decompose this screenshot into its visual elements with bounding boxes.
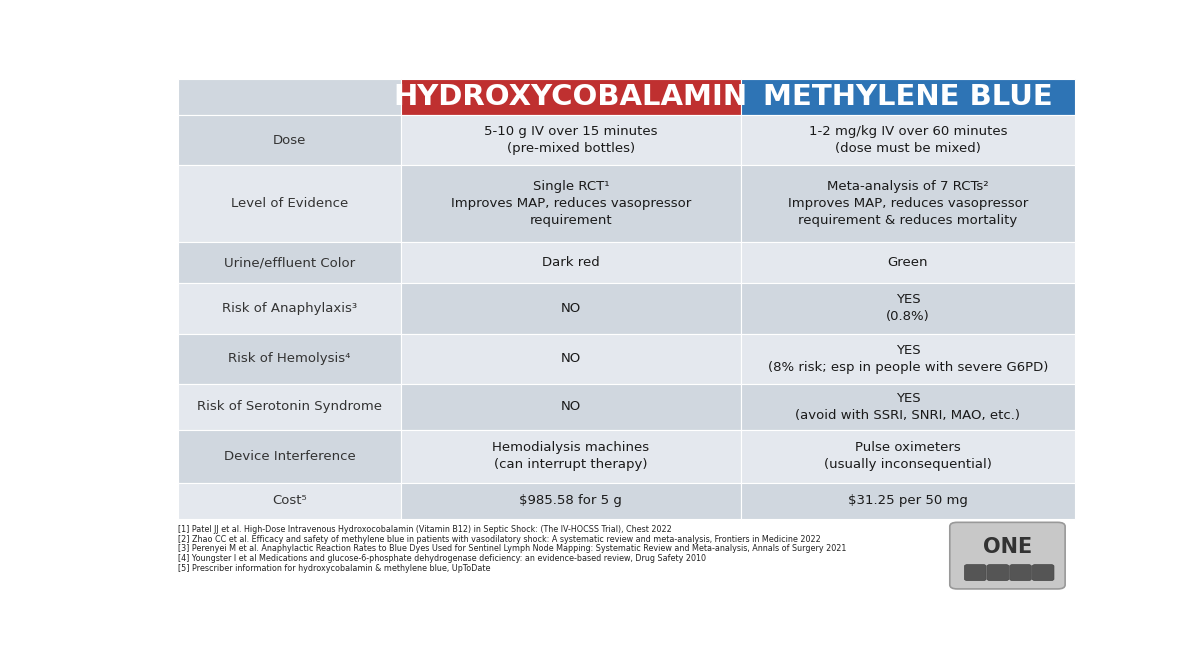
Text: 5-10 g IV over 15 minutes
(pre-mixed bottles): 5-10 g IV over 15 minutes (pre-mixed bot… [484,125,658,155]
Bar [740,430,1075,482]
Text: Urine/effluent Color: Urine/effluent Color [224,256,355,269]
Text: Risk of Serotonin Syndrome: Risk of Serotonin Syndrome [197,401,382,413]
Text: Single RCT¹
Improves MAP, reduces vasopressor
requirement: Single RCT¹ Improves MAP, reduces vasopr… [451,180,691,227]
Bar [401,482,740,519]
Bar [178,79,401,115]
Bar [740,242,1075,283]
Bar [178,115,401,165]
Bar [401,333,740,384]
Text: Level of Evidence: Level of Evidence [230,197,348,211]
Text: Hemodialysis machines
(can interrupt therapy): Hemodialysis machines (can interrupt the… [492,442,649,471]
Bar [178,333,401,384]
Text: Meta-analysis of 7 RCTs²
Improves MAP, reduces vasopressor
requirement & reduces: Meta-analysis of 7 RCTs² Improves MAP, r… [788,180,1028,227]
Bar [401,242,740,283]
Text: [3] Perenyei M et al. Anaphylactic Reaction Rates to Blue Dyes Used for Sentinel: [3] Perenyei M et al. Anaphylactic React… [178,544,846,553]
Text: Device Interference: Device Interference [223,449,355,463]
Text: [4] Youngster I et al Medications and glucose-6-phosphate dehydrogenase deficien: [4] Youngster I et al Medications and gl… [178,554,706,563]
Bar [740,482,1075,519]
Text: 1-2 mg/kg IV over 60 minutes
(dose must be mixed): 1-2 mg/kg IV over 60 minutes (dose must … [809,125,1007,155]
Bar [178,384,401,430]
Text: Risk of Hemolysis⁴: Risk of Hemolysis⁴ [228,352,350,366]
Bar [178,242,401,283]
Bar [401,115,740,165]
Bar [178,430,401,482]
Text: ONE: ONE [983,537,1032,557]
Bar [178,165,401,242]
Text: [2] Zhao CC et al. Efficacy and safety of methylene blue in patients with vasodi: [2] Zhao CC et al. Efficacy and safety o… [178,535,821,544]
Text: METHYLENE BLUE: METHYLENE BLUE [763,83,1052,111]
Bar [740,115,1075,165]
Bar [178,482,401,519]
Text: Pulse oximeters
(usually inconsequential): Pulse oximeters (usually inconsequential… [824,442,992,471]
Text: NO: NO [560,352,581,366]
FancyBboxPatch shape [1032,565,1054,581]
Text: YES
(8% risk; esp in people with severe G6PD): YES (8% risk; esp in people with severe … [768,344,1048,374]
Text: [1] Patel JJ et al. High-Dose Intravenous Hydroxocobalamin (Vitamin B12) in Sept: [1] Patel JJ et al. High-Dose Intravenou… [178,525,672,534]
Text: Risk of Anaphylaxis³: Risk of Anaphylaxis³ [222,302,358,315]
Bar [401,165,740,242]
FancyBboxPatch shape [988,565,1009,581]
Text: YES
(0.8%): YES (0.8%) [886,293,930,323]
Bar [740,283,1075,333]
Text: Cost⁵: Cost⁵ [272,494,307,508]
Text: $31.25 per 50 mg: $31.25 per 50 mg [848,494,968,508]
Bar [740,79,1075,115]
FancyBboxPatch shape [950,522,1066,589]
Bar [178,283,401,333]
Bar [740,165,1075,242]
Bar [740,384,1075,430]
Bar [401,430,740,482]
Text: YES
(avoid with SSRI, SNRI, MAO, etc.): YES (avoid with SSRI, SNRI, MAO, etc.) [796,392,1020,422]
Text: NO: NO [560,401,581,413]
FancyBboxPatch shape [1009,565,1031,581]
Text: Dark red: Dark red [542,256,600,269]
FancyBboxPatch shape [965,565,986,581]
Text: [5] Prescriber information for hydroxycobalamin & methylene blue, UpToDate: [5] Prescriber information for hydroxyco… [178,564,491,572]
Bar [740,333,1075,384]
Text: Dose: Dose [272,133,306,147]
Text: HYDROXYCOBALAMIN: HYDROXYCOBALAMIN [394,83,748,111]
Bar [401,79,740,115]
Text: NO: NO [560,302,581,315]
Bar [401,283,740,333]
Text: Green: Green [888,256,929,269]
Text: $985.58 for 5 g: $985.58 for 5 g [520,494,623,508]
Bar [401,384,740,430]
